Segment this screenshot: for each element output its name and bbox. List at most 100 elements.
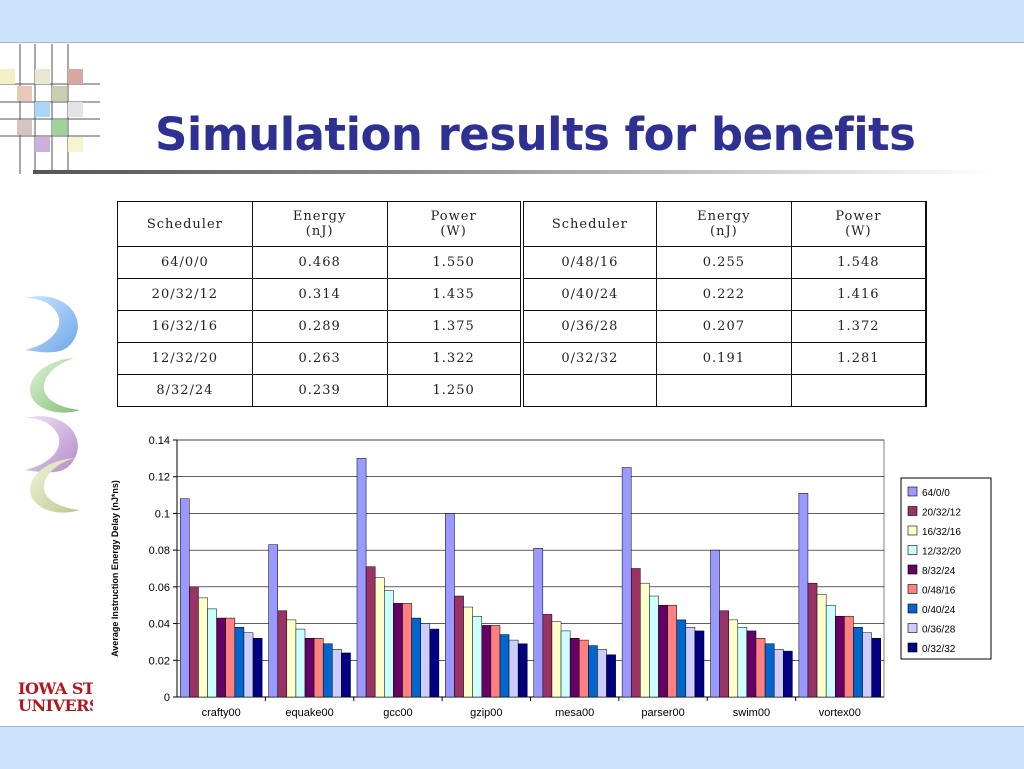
x-tick-label: mesa00	[555, 707, 594, 719]
table-cell: 0.222	[656, 278, 792, 311]
legend-label: 0/40/24	[922, 605, 956, 616]
bar	[463, 606, 473, 698]
bar	[630, 568, 641, 698]
scheduler-table: Scheduler Energy (nJ) Power (W) Schedule…	[117, 201, 927, 407]
bar	[667, 604, 677, 698]
bar-chart: 0 0.02 0.04 0.06 0.08 0.1 0.12 0.14 crafty00 equa…	[110, 435, 992, 719]
bar	[481, 625, 492, 698]
y-tick-label: 0.08	[149, 545, 170, 557]
legend-swatch	[907, 486, 918, 497]
table-cell: 0/40/24	[519, 278, 657, 311]
bar	[825, 604, 836, 698]
header-energy-right-text: Energy (nJ)	[697, 209, 751, 239]
table-cell: 1.435	[386, 278, 523, 311]
legend-swatch	[907, 642, 918, 653]
y-tick-label: 0.1	[155, 508, 170, 520]
bar	[621, 467, 632, 698]
legend-label: 16/32/16	[922, 527, 961, 538]
bar	[719, 610, 729, 698]
bar	[365, 566, 376, 698]
bar	[198, 597, 208, 698]
header-scheduler-right: Scheduler	[519, 201, 657, 247]
bar	[402, 603, 412, 698]
bar	[871, 638, 882, 698]
bar	[411, 617, 421, 698]
legend-swatch	[907, 564, 918, 575]
bar	[499, 634, 510, 698]
table-cell: 1.375	[386, 310, 523, 343]
bar	[658, 604, 668, 698]
table-cell: 0.239	[251, 374, 388, 407]
table-cell: 0.207	[656, 310, 792, 343]
table-cell: 0.255	[656, 246, 792, 279]
bar	[694, 630, 705, 698]
logo-line-2: UNIVERSI	[18, 696, 94, 714]
bar	[710, 549, 720, 698]
table-cell	[519, 374, 657, 407]
table-cell: 1.372	[790, 310, 927, 343]
legend-swatch	[907, 525, 918, 536]
table-cell	[656, 374, 792, 407]
header-energy-left: Energy (nJ)	[251, 201, 388, 247]
table-row: 20/32/12 0.314 1.435 0/40/24 0.222 1.416	[117, 278, 927, 311]
bar	[374, 577, 385, 698]
table-cell: 0.263	[251, 342, 388, 375]
header-energy-right: Energy (nJ)	[656, 201, 792, 247]
bar	[764, 643, 775, 698]
bar	[393, 603, 403, 698]
bar	[189, 586, 199, 698]
header-power-left: Power (W)	[386, 201, 523, 247]
bar	[304, 638, 315, 698]
bar	[676, 619, 687, 698]
bar	[313, 638, 324, 698]
title-underline	[33, 170, 993, 174]
table-row: 16/32/16 0.289 1.375 0/36/28 0.207 1.372	[117, 310, 927, 343]
table-cell: 16/32/16	[117, 310, 253, 343]
header-scheduler-left: Scheduler	[117, 201, 253, 247]
bar	[252, 638, 263, 698]
table-cell: 1.550	[386, 246, 523, 279]
bar	[445, 513, 455, 698]
table-cell: 1.416	[790, 278, 927, 311]
table-cell: 64/0/0	[117, 246, 253, 279]
decorative-crescents	[25, 296, 80, 513]
table-cell: 1.548	[790, 246, 927, 279]
bar	[356, 458, 367, 698]
bar	[225, 617, 236, 698]
table-cell: 0.468	[251, 246, 388, 279]
header-power-right: Power (W)	[790, 201, 927, 247]
table-cell: 0/36/28	[519, 310, 657, 343]
bar	[844, 615, 854, 698]
bar	[560, 630, 571, 698]
header-power-left-text: Power (W)	[430, 209, 477, 239]
bar	[533, 548, 544, 698]
table-cell: 0/48/16	[519, 246, 657, 279]
bar	[517, 643, 528, 698]
bar	[508, 639, 519, 698]
y-tick-label: 0	[164, 692, 170, 704]
table-row: 12/32/20 0.263 1.322 0/32/32 0.191 1.281	[117, 342, 927, 375]
table-cell: 12/32/20	[117, 342, 253, 375]
bar	[807, 582, 818, 698]
bar	[286, 619, 297, 698]
bar	[341, 652, 351, 698]
bar	[332, 649, 342, 698]
legend-label: 64/0/0	[922, 488, 950, 499]
x-tick-label: parser00	[641, 707, 684, 719]
bottom-band	[0, 726, 1024, 769]
x-tick-label: gzip00	[470, 707, 502, 719]
bar	[277, 610, 288, 698]
table-cell: 0/32/32	[519, 342, 657, 375]
bar	[207, 608, 217, 698]
bar	[551, 621, 562, 698]
bar	[640, 582, 650, 698]
bar	[578, 639, 589, 698]
x-tick-label: crafty00	[202, 707, 241, 719]
bar	[816, 593, 827, 698]
x-tick-label: vortex00	[819, 707, 861, 719]
legend-label: 20/32/12	[922, 508, 961, 519]
bar	[862, 632, 872, 698]
bar	[322, 643, 333, 698]
bar	[755, 638, 766, 698]
bar	[472, 615, 483, 698]
